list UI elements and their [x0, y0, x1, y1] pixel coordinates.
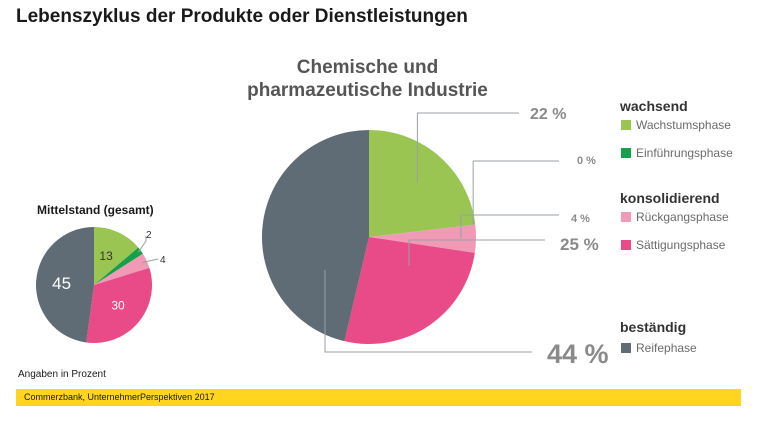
chemie-leader-wachstumsphase — [416, 112, 519, 183]
mittelstand-label-reifephase: 45 — [52, 274, 71, 293]
mittelstand-slice-einfuehrungsphase — [94, 247, 143, 285]
chemie-label-saettigungsphase: 25 % — [560, 235, 599, 254]
legend-item-einfuehrungsphase: Einführungsphase — [636, 146, 733, 160]
chemie-leader-rueckgangsphase — [460, 214, 559, 239]
legend-item-saettigungsphase: Sättigungsphase — [636, 238, 726, 252]
chemie-label-wachstumsphase: 22 % — [530, 106, 566, 123]
mittelstand-leader-rueckgangsphase — [142, 258, 159, 264]
chart-title-mittelstand: Mittelstand (gesamt) — [37, 203, 154, 217]
chemie-leader-einfuehrungsphase — [472, 160, 559, 225]
legend-swatch-saettigungsphase — [621, 240, 631, 250]
chemie-slice-saettigungsphase — [344, 237, 475, 345]
source-text: Commerzbank, UnternehmerPerspektiven 201… — [24, 392, 215, 402]
chemie-slice-reifephase — [261, 130, 369, 342]
pie-chemie — [261, 130, 476, 345]
chemie-label-rueckgangsphase: 4 % — [571, 213, 590, 225]
mittelstand-label-rueckgangsphase: 4 — [160, 255, 166, 266]
legend-heading-konsolidierend: konsolidierend — [620, 190, 720, 206]
chart-title-line-1: Chemische und — [296, 57, 439, 78]
pie-mittelstand — [36, 227, 153, 343]
footnote: Angaben in Prozent — [18, 369, 106, 380]
mittelstand-slice-rueckgangsphase — [94, 253, 150, 285]
source-bar: Commerzbank, UnternehmerPerspektiven 201… — [16, 389, 741, 406]
legend-heading-bestaendig: beständig — [620, 319, 687, 335]
legend-swatch-reifephase — [621, 343, 631, 353]
data-labels: 13 45 30 2 4 22 % 0 % 4 % 25 % 44 % — [52, 106, 608, 369]
legend-swatch-wachstumsphase — [621, 120, 631, 130]
legend-swatch-rueckgangsphase — [621, 212, 631, 222]
mittelstand-slice-saettigungsphase — [86, 267, 153, 343]
legend-heading-wachsend: wachsend — [620, 98, 688, 114]
mittelstand-leader-einfuehrungsphase — [137, 236, 147, 253]
chemie-label-einfuehrungsphase: 0 % — [577, 155, 596, 167]
mittelstand-label-saettigungsphase: 30 — [111, 299, 125, 313]
chart-title-line-2: pharmazeutische Industrie — [247, 80, 488, 101]
chart-title-chemie: Chemische und pharmazeutische Industrie — [240, 56, 495, 102]
mittelstand-slice-reifephase — [36, 227, 94, 343]
legend-item-rueckgangsphase: Rückgangsphase — [636, 210, 729, 224]
legend-item-wachstumsphase: Wachstumsphase — [636, 118, 731, 132]
chemie-slice-rueckgangsphase — [369, 224, 476, 253]
chemie-leader-saettigungsphase — [408, 239, 545, 266]
chemie-label-reifephase: 44 % — [547, 339, 609, 369]
page-title: Lebenszyklus der Produkte oder Dienstlei… — [16, 6, 468, 27]
chemie-leader-reifephase — [324, 270, 532, 353]
mittelstand-slice-wachstumsphase — [94, 227, 139, 285]
leader-lines — [137, 112, 559, 353]
mittelstand-label-einfuehrungsphase: 2 — [146, 230, 152, 241]
chemie-slice-wachstumsphase — [369, 130, 476, 237]
legend-item-reifephase: Reifephase — [636, 341, 697, 355]
legend-swatch-einfuehrungsphase — [621, 148, 631, 158]
mittelstand-label-wachstumsphase: 13 — [99, 249, 113, 263]
